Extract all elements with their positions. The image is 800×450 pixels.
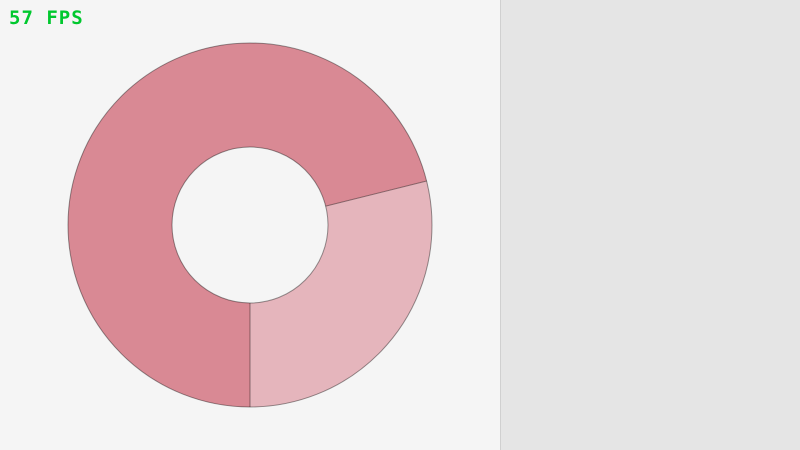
fps-counter: 57 FPS <box>9 7 84 29</box>
ring-line-upper-right <box>325 180 427 207</box>
ring-outer-outline <box>67 42 433 408</box>
ring-inner-outline <box>171 146 329 304</box>
controls-panel: StartAngle -255.00 EndAngle 360.00 Inner… <box>500 0 800 450</box>
ring-sector-light <box>250 181 432 407</box>
ring-sector-dark <box>67 42 427 408</box>
ring-chart <box>67 42 433 408</box>
